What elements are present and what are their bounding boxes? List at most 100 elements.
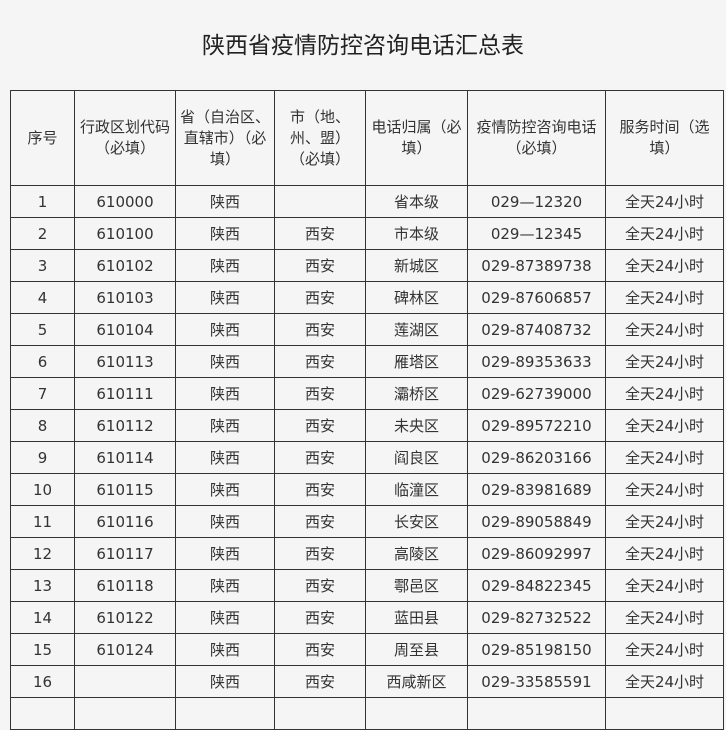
cell-province: 陕西 bbox=[175, 569, 275, 602]
cell-region-code: 610117 bbox=[74, 537, 176, 570]
cell-hotline: 029-87389738 bbox=[467, 249, 606, 282]
cell-phone-owner: 未央区 bbox=[365, 409, 468, 442]
cell-region-code: 610104 bbox=[74, 313, 176, 346]
cell-phone-owner: 雁塔区 bbox=[365, 345, 468, 378]
cell-province: 陕西 bbox=[175, 217, 275, 250]
cell-region-code bbox=[74, 665, 176, 698]
cell-service-hours: 全天24小时 bbox=[605, 665, 724, 698]
cell-index: 7 bbox=[10, 377, 75, 410]
cell-service-hours: 全天24小时 bbox=[605, 601, 724, 634]
cell-service-hours: 全天24小时 bbox=[605, 185, 724, 218]
cell-province: 陕西 bbox=[175, 409, 275, 442]
cell-region-code: 610100 bbox=[74, 217, 176, 250]
cell-city: 西安 bbox=[274, 377, 366, 410]
cell-hotline: 029—12320 bbox=[467, 185, 606, 218]
hotline-table: 序号 行政区划代码（必填） 省（自治区、直辖市）（必填） 市（地、州、盟）（必填） 电话… bbox=[10, 90, 724, 730]
cell-city: 西安 bbox=[274, 217, 366, 250]
cell-hotline: 029-87606857 bbox=[467, 281, 606, 314]
cell-province: 陕西 bbox=[175, 473, 275, 506]
cell-service-hours: 全天24小时 bbox=[605, 537, 724, 570]
cell-hotline: 029-89058849 bbox=[467, 505, 606, 538]
table-row: 8 610112 陕西 西安 未央区 029-89572210 全天24小时 bbox=[10, 409, 724, 442]
cell-city: 西安 bbox=[274, 345, 366, 378]
cell-region-code: 610102 bbox=[74, 249, 176, 282]
table-row: 4 610103 陕西 西安 碑林区 029-87606857 全天24小时 bbox=[10, 281, 724, 314]
cell-province: 陕西 bbox=[175, 505, 275, 538]
cell-province: 陕西 bbox=[175, 537, 275, 570]
cell-phone-owner: 鄠邑区 bbox=[365, 569, 468, 602]
table-row: 10 610115 陕西 西安 临潼区 029-83981689 全天24小时 bbox=[10, 473, 724, 506]
cell-region-code: 610103 bbox=[74, 281, 176, 314]
cell-service-hours: 全天24小时 bbox=[605, 249, 724, 282]
cell-hotline: 029-85198150 bbox=[467, 633, 606, 666]
cell-region-code: 610115 bbox=[74, 473, 176, 506]
cell-hotline: 029—12345 bbox=[467, 217, 606, 250]
cell-province bbox=[175, 697, 275, 730]
cell-region-code: 610124 bbox=[74, 633, 176, 666]
cell-service-hours: 全天24小时 bbox=[605, 313, 724, 346]
cell-province: 陕西 bbox=[175, 313, 275, 346]
cell-service-hours: 全天24小时 bbox=[605, 441, 724, 474]
cell-region-code: 610116 bbox=[74, 505, 176, 538]
cell-region-code: 610122 bbox=[74, 601, 176, 634]
cell-phone-owner: 新城区 bbox=[365, 249, 468, 282]
cell-phone-owner: 阎良区 bbox=[365, 441, 468, 474]
table-row: 6 610113 陕西 西安 雁塔区 029-89353633 全天24小时 bbox=[10, 345, 724, 378]
cell-city: 西安 bbox=[274, 313, 366, 346]
table-row: 9 610114 陕西 西安 阎良区 029-86203166 全天24小时 bbox=[10, 441, 724, 474]
cell-region-code: 610000 bbox=[74, 185, 176, 218]
cell-phone-owner bbox=[365, 697, 468, 730]
cell-hotline: 029-84822345 bbox=[467, 569, 606, 602]
cell-phone-owner: 周至县 bbox=[365, 633, 468, 666]
cell-service-hours bbox=[605, 697, 724, 730]
cell-phone-owner: 莲湖区 bbox=[365, 313, 468, 346]
cell-index: 9 bbox=[10, 441, 75, 474]
cell-province: 陕西 bbox=[175, 633, 275, 666]
cell-index: 1 bbox=[10, 185, 75, 218]
column-header-service-hours: 服务时间（选填） bbox=[605, 90, 724, 186]
cell-region-code: 610118 bbox=[74, 569, 176, 602]
cell-city: 西安 bbox=[274, 665, 366, 698]
table-row: 16 陕西 西安 西咸新区 029-33585591 全天24小时 bbox=[10, 665, 724, 698]
cell-hotline: 029-33585591 bbox=[467, 665, 606, 698]
cell-phone-owner: 碑林区 bbox=[365, 281, 468, 314]
cell-region-code: 610112 bbox=[74, 409, 176, 442]
cell-index: 14 bbox=[10, 601, 75, 634]
cell-service-hours: 全天24小时 bbox=[605, 633, 724, 666]
cell-city bbox=[274, 697, 366, 730]
cell-province: 陕西 bbox=[175, 345, 275, 378]
table-row bbox=[10, 697, 724, 730]
column-header-province: 省（自治区、直辖市）（必填） bbox=[175, 90, 275, 186]
cell-service-hours: 全天24小时 bbox=[605, 409, 724, 442]
cell-index: 8 bbox=[10, 409, 75, 442]
cell-hotline: 029-83981689 bbox=[467, 473, 606, 506]
cell-hotline: 029-89572210 bbox=[467, 409, 606, 442]
cell-service-hours: 全天24小时 bbox=[605, 569, 724, 602]
cell-city: 西安 bbox=[274, 601, 366, 634]
cell-service-hours: 全天24小时 bbox=[605, 217, 724, 250]
table-row: 12 610117 陕西 西安 高陵区 029-86092997 全天24小时 bbox=[10, 537, 724, 570]
cell-city bbox=[274, 185, 366, 218]
table-row: 15 610124 陕西 西安 周至县 029-85198150 全天24小时 bbox=[10, 633, 724, 666]
table-row: 2 610100 陕西 西安 市本级 029—12345 全天24小时 bbox=[10, 217, 724, 250]
cell-index: 6 bbox=[10, 345, 75, 378]
cell-province: 陕西 bbox=[175, 377, 275, 410]
cell-index: 11 bbox=[10, 505, 75, 538]
cell-index bbox=[10, 697, 75, 730]
table-row: 13 610118 陕西 西安 鄠邑区 029-84822345 全天24小时 bbox=[10, 569, 724, 602]
table-row: 11 610116 陕西 西安 长安区 029-89058849 全天24小时 bbox=[10, 505, 724, 538]
column-header-phone-owner: 电话归属（必填） bbox=[365, 90, 468, 186]
cell-province: 陕西 bbox=[175, 665, 275, 698]
column-header-index: 序号 bbox=[10, 90, 75, 186]
cell-index: 10 bbox=[10, 473, 75, 506]
cell-phone-owner: 西咸新区 bbox=[365, 665, 468, 698]
cell-index: 12 bbox=[10, 537, 75, 570]
cell-province: 陕西 bbox=[175, 185, 275, 218]
cell-region-code bbox=[74, 697, 176, 730]
cell-index: 15 bbox=[10, 633, 75, 666]
cell-city: 西安 bbox=[274, 249, 366, 282]
cell-hotline: 029-86092997 bbox=[467, 537, 606, 570]
cell-phone-owner: 省本级 bbox=[365, 185, 468, 218]
cell-index: 5 bbox=[10, 313, 75, 346]
cell-city: 西安 bbox=[274, 281, 366, 314]
